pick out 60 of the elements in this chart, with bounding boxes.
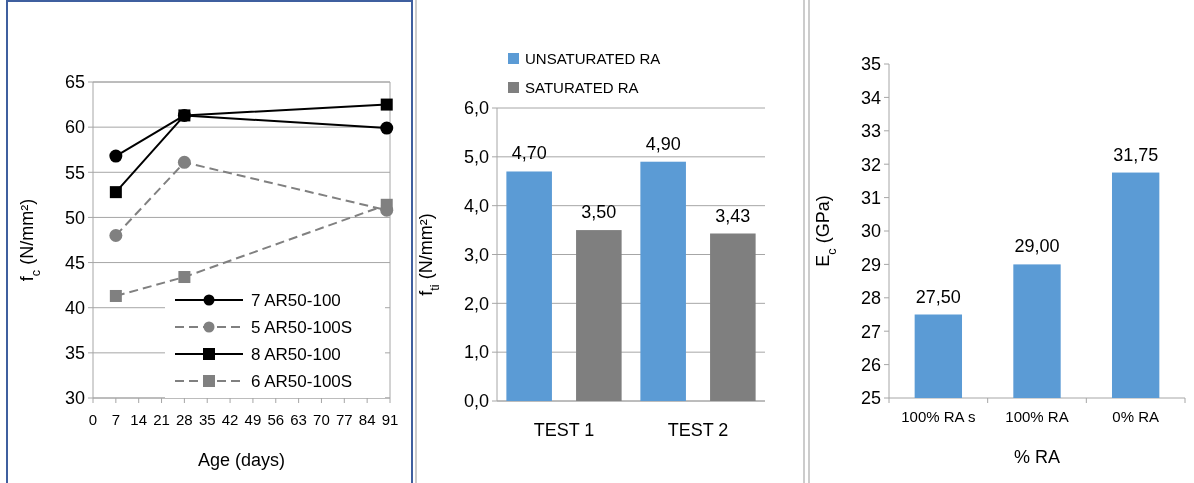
x-tick-label: 70 bbox=[313, 411, 330, 428]
y-tick-label: 35 bbox=[64, 343, 85, 364]
x-tick-label: 100% RA s bbox=[901, 408, 976, 425]
y-tick-label: 31 bbox=[860, 187, 881, 208]
x-tick-label: 100% RA bbox=[1005, 408, 1069, 425]
y-tick-label: 3,0 bbox=[463, 244, 489, 265]
x-tick-label: 28 bbox=[176, 411, 193, 428]
y-tick-label: 6,0 bbox=[463, 98, 489, 119]
x-tick-label: 21 bbox=[153, 411, 170, 428]
data-label: 3,50 bbox=[581, 202, 617, 223]
y-tick-label: 45 bbox=[64, 252, 85, 273]
y-tick-label: 50 bbox=[64, 207, 85, 228]
x-tick-label: 49 bbox=[244, 411, 262, 428]
legend-label: SATURATED RA bbox=[525, 79, 639, 97]
x-tick-label: 0% RA bbox=[1112, 408, 1160, 425]
x-tick-label: 0 bbox=[88, 411, 98, 428]
y-tick-label: 28 bbox=[860, 288, 881, 309]
x-tick-label: 35 bbox=[198, 411, 216, 428]
y-tick-label: 30 bbox=[64, 388, 85, 409]
y-tick-label: 55 bbox=[64, 162, 85, 183]
x-tick-label: 91 bbox=[381, 411, 399, 428]
legend-label: 7 AR50-100 bbox=[251, 290, 341, 310]
y-tick-label: 25 bbox=[860, 388, 881, 409]
y-tick-label: 35 bbox=[860, 54, 881, 75]
y-tick-label: 0,0 bbox=[463, 391, 489, 412]
y-tick-label: 33 bbox=[860, 121, 881, 142]
y-tick-label: 26 bbox=[860, 354, 881, 375]
legend-label: 6 AR50-100S bbox=[251, 371, 353, 391]
x-tick-label: 14 bbox=[130, 411, 148, 428]
x-tick-label: 84 bbox=[358, 411, 376, 428]
data-label: 4,90 bbox=[645, 133, 681, 154]
legend-label: 8 AR50-100 bbox=[251, 344, 341, 364]
x-tick-label: TEST 1 bbox=[533, 420, 595, 440]
x-tick-label: 42 bbox=[221, 411, 239, 428]
data-label: 31,75 bbox=[1113, 144, 1159, 165]
x-axis-title: % RA bbox=[1013, 447, 1061, 467]
x-tick-label: TEST 2 bbox=[667, 420, 729, 440]
y-tick-label: 40 bbox=[64, 298, 85, 319]
data-label: 3,43 bbox=[715, 205, 751, 226]
y-tick-label: 4,0 bbox=[463, 195, 489, 216]
data-label: 4,70 bbox=[511, 143, 547, 164]
x-tick-label: 77 bbox=[335, 411, 353, 428]
y-tick-label: 1,0 bbox=[463, 342, 489, 363]
y-tick-label: 27 bbox=[860, 321, 881, 342]
y-tick-label: 32 bbox=[860, 154, 881, 175]
x-axis-title: Age (days) bbox=[197, 450, 286, 470]
x-tick-label: 7 bbox=[111, 411, 121, 428]
y-tick-label: 34 bbox=[860, 87, 881, 108]
y-tick-label: 60 bbox=[64, 117, 85, 138]
data-label: 29,00 bbox=[1014, 236, 1060, 257]
legend-label: 5 AR50-100S bbox=[251, 317, 353, 337]
y-tick-label: 29 bbox=[860, 254, 881, 275]
y-tick-label: 2,0 bbox=[463, 293, 489, 314]
y-tick-label: 5,0 bbox=[463, 147, 489, 168]
y-tick-label: 30 bbox=[860, 221, 881, 242]
x-tick-label: 63 bbox=[290, 411, 307, 428]
legend-label: UNSATURATED RA bbox=[525, 50, 661, 68]
data-label: 27,50 bbox=[915, 286, 961, 307]
y-tick-label: 65 bbox=[64, 72, 85, 93]
x-tick-label: 56 bbox=[267, 411, 285, 428]
